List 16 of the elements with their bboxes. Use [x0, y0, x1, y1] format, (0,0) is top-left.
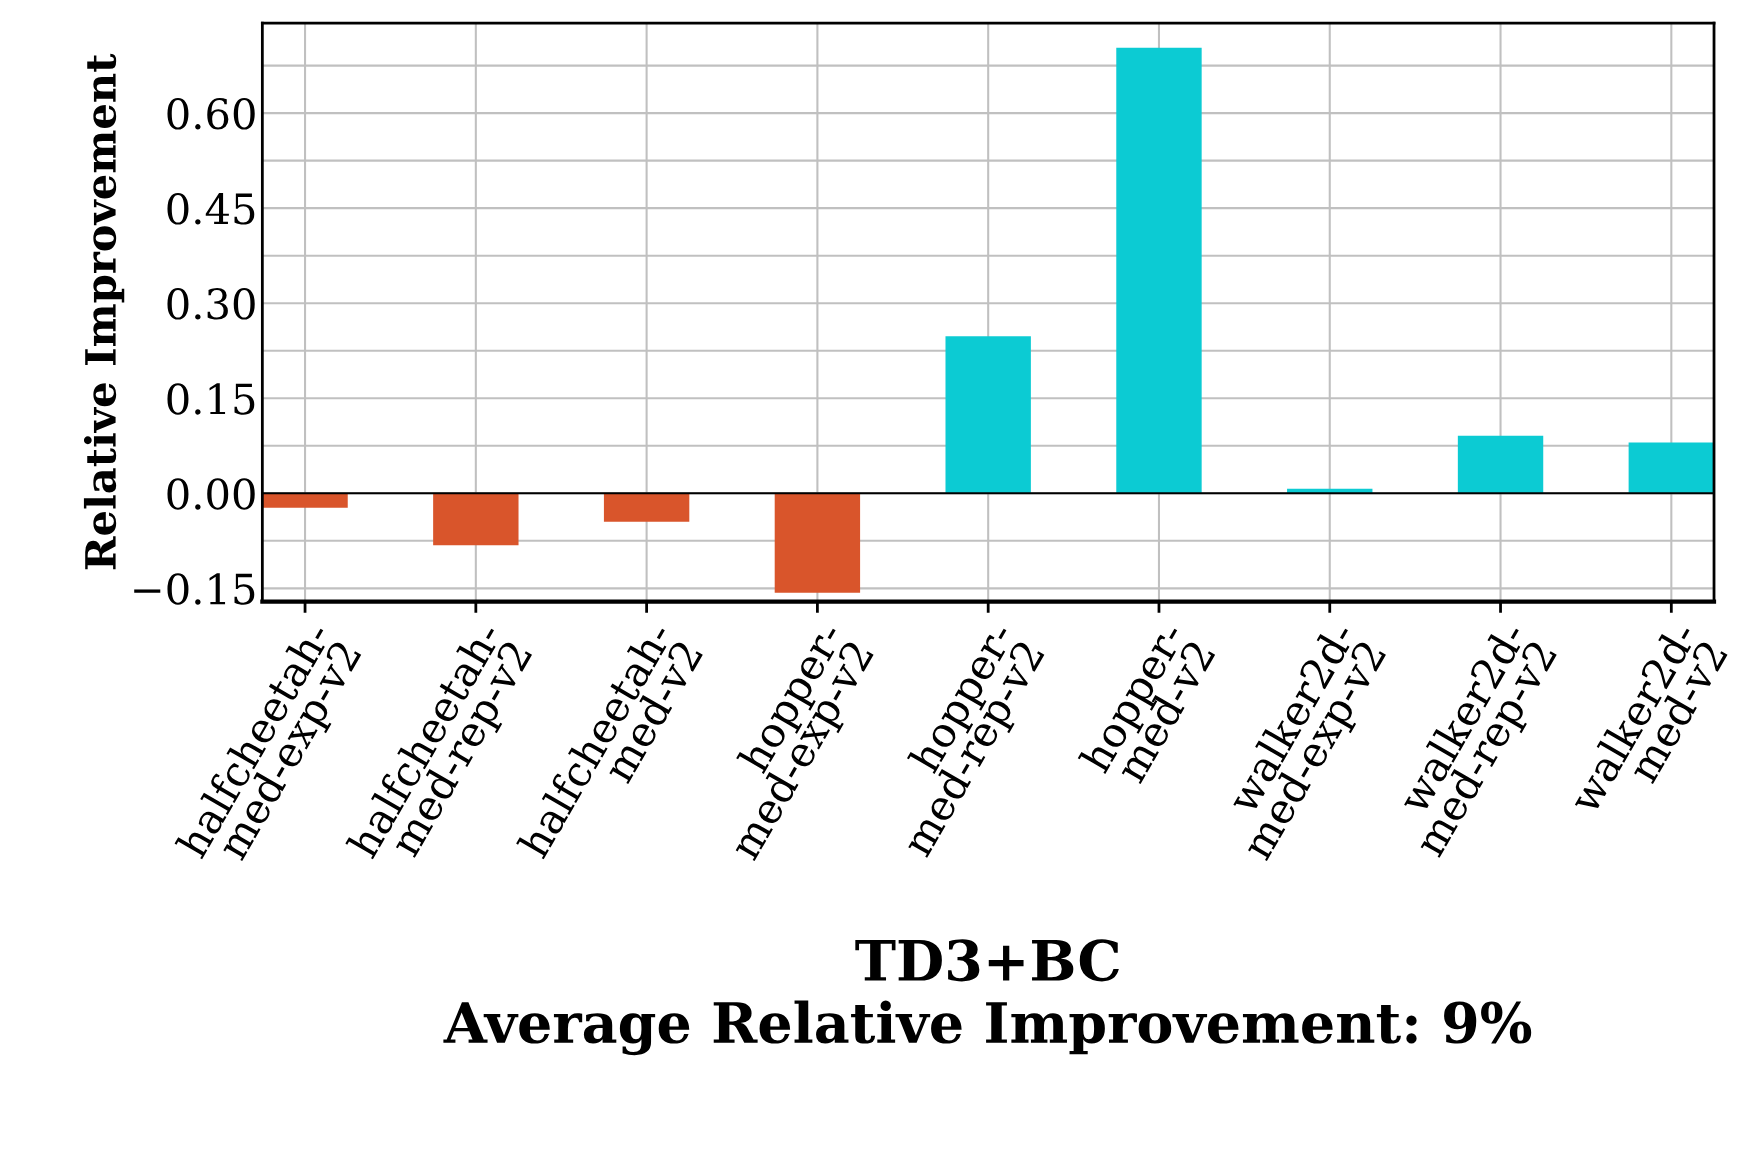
y-tick-label: 0.00: [167, 478, 255, 510]
y-tick-label: 0.15: [167, 383, 255, 415]
y-axis-title: Relative Improvement: [83, 53, 125, 570]
y-tick-label: 0.60: [167, 98, 255, 130]
bar: [945, 336, 1031, 494]
y-tick-label: 0.45: [167, 193, 255, 225]
bar: [774, 493, 861, 593]
y-tick-label: −0.15: [134, 573, 255, 605]
bar: [433, 493, 519, 546]
bar: [1116, 47, 1202, 494]
bar: [1457, 435, 1544, 494]
bar: [1628, 442, 1715, 494]
y-tick-label: 0.30: [167, 288, 255, 320]
bar: [262, 493, 348, 508]
x-axis-title: TD3+BC Average Relative Improvement: 9%: [443, 939, 1532, 1056]
bar: [603, 493, 690, 522]
